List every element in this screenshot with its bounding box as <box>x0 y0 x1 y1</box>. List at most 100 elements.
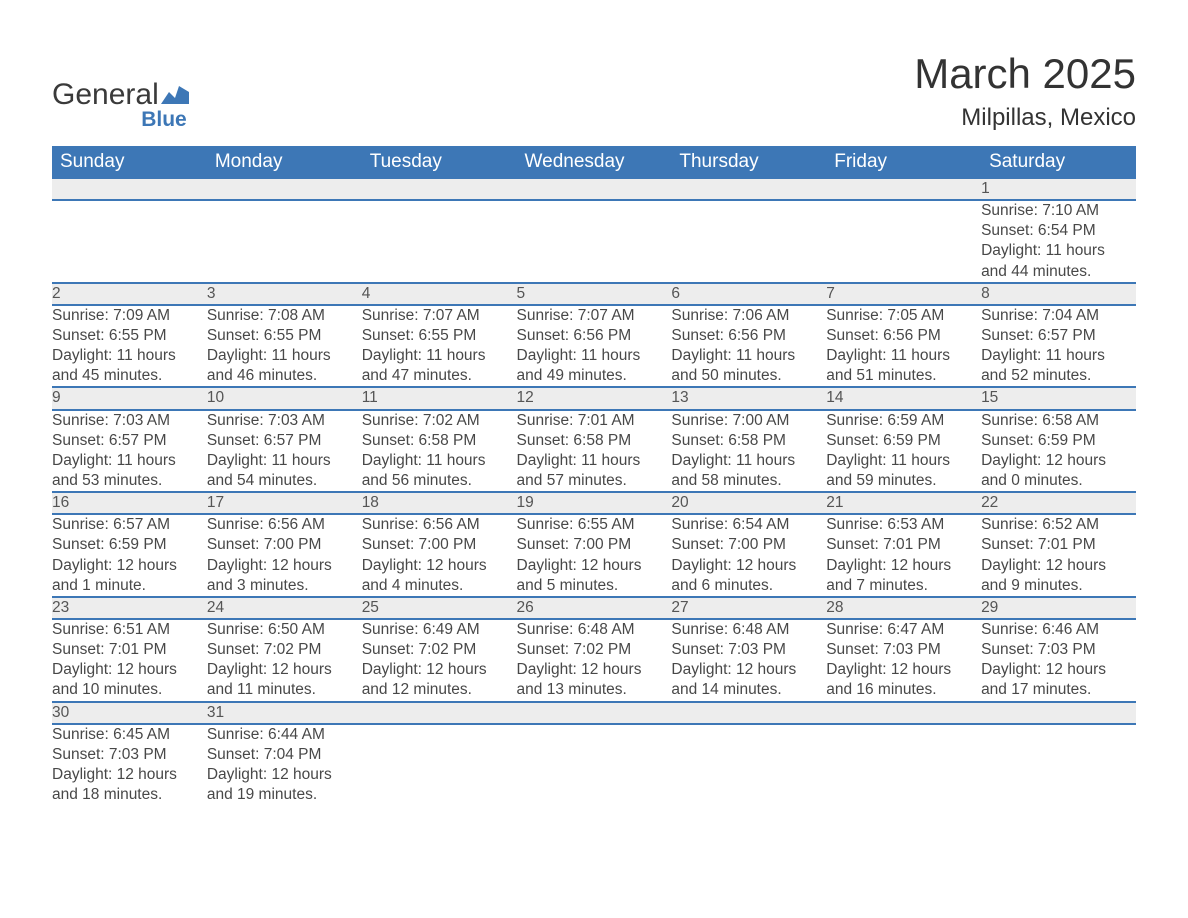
day-number-cell: 21 <box>826 492 981 514</box>
day-number-cell: 23 <box>52 597 207 619</box>
sunset-text: Sunset: 7:02 PM <box>517 640 672 660</box>
day-number-cell: 28 <box>826 597 981 619</box>
daylight-text-1: Daylight: 11 hours <box>52 451 207 471</box>
sunrise-text: Sunrise: 6:55 AM <box>517 515 672 535</box>
sunset-text: Sunset: 6:54 PM <box>981 221 1136 241</box>
day-detail-cell <box>671 200 826 283</box>
sunset-text: Sunset: 7:03 PM <box>826 640 981 660</box>
daylight-text-2: and 59 minutes. <box>826 471 981 491</box>
detail-row: Sunrise: 6:57 AMSunset: 6:59 PMDaylight:… <box>52 514 1136 597</box>
day-detail-cell: Sunrise: 7:00 AMSunset: 6:58 PMDaylight:… <box>671 410 826 493</box>
daylight-text-1: Daylight: 11 hours <box>826 346 981 366</box>
sunrise-text: Sunrise: 6:47 AM <box>826 620 981 640</box>
header: General Blue March 2025 Milpillas, Mexic… <box>52 50 1136 132</box>
day-number-cell: 17 <box>207 492 362 514</box>
day-number-cell: 14 <box>826 387 981 409</box>
daylight-text-1: Daylight: 12 hours <box>826 556 981 576</box>
daylight-text-2: and 3 minutes. <box>207 576 362 596</box>
day-header: Tuesday <box>362 146 517 179</box>
daylight-text-1: Daylight: 12 hours <box>362 660 517 680</box>
day-detail-cell: Sunrise: 6:48 AMSunset: 7:03 PMDaylight:… <box>671 619 826 702</box>
sunset-text: Sunset: 7:03 PM <box>671 640 826 660</box>
detail-row: Sunrise: 7:10 AMSunset: 6:54 PMDaylight:… <box>52 200 1136 283</box>
sunset-text: Sunset: 7:01 PM <box>826 535 981 555</box>
day-number-cell: 27 <box>671 597 826 619</box>
daylight-text-2: and 1 minute. <box>52 576 207 596</box>
daylight-text-2: and 7 minutes. <box>826 576 981 596</box>
day-header-row: Sunday Monday Tuesday Wednesday Thursday… <box>52 146 1136 179</box>
day-detail-cell: Sunrise: 6:53 AMSunset: 7:01 PMDaylight:… <box>826 514 981 597</box>
day-number-cell: 26 <box>517 597 672 619</box>
day-detail-cell: Sunrise: 6:47 AMSunset: 7:03 PMDaylight:… <box>826 619 981 702</box>
day-number-cell: 8 <box>981 283 1136 305</box>
day-detail-cell <box>826 724 981 806</box>
daylight-text-2: and 51 minutes. <box>826 366 981 386</box>
day-number-cell: 3 <box>207 283 362 305</box>
daylight-text-1: Daylight: 11 hours <box>207 451 362 471</box>
sunrise-text: Sunrise: 7:10 AM <box>981 201 1136 221</box>
sunrise-text: Sunrise: 7:03 AM <box>207 411 362 431</box>
flag-icon <box>161 86 189 109</box>
title-block: March 2025 Milpillas, Mexico <box>914 50 1136 132</box>
brand-name-2: Blue <box>52 108 189 132</box>
day-detail-cell: Sunrise: 6:51 AMSunset: 7:01 PMDaylight:… <box>52 619 207 702</box>
daylight-text-1: Daylight: 11 hours <box>517 346 672 366</box>
daylight-text-2: and 54 minutes. <box>207 471 362 491</box>
sunset-text: Sunset: 7:01 PM <box>52 640 207 660</box>
daylight-text-2: and 12 minutes. <box>362 680 517 700</box>
daylight-text-1: Daylight: 12 hours <box>671 660 826 680</box>
sunrise-text: Sunrise: 7:00 AM <box>671 411 826 431</box>
daylight-text-2: and 4 minutes. <box>362 576 517 596</box>
daylight-text-2: and 6 minutes. <box>671 576 826 596</box>
daynum-row: 1 <box>52 179 1136 200</box>
day-number-cell <box>207 179 362 200</box>
daylight-text-1: Daylight: 11 hours <box>671 346 826 366</box>
daylight-text-1: Daylight: 11 hours <box>826 451 981 471</box>
day-header: Wednesday <box>517 146 672 179</box>
sunrise-text: Sunrise: 6:56 AM <box>362 515 517 535</box>
sunrise-text: Sunrise: 6:52 AM <box>981 515 1136 535</box>
day-detail-cell: Sunrise: 6:49 AMSunset: 7:02 PMDaylight:… <box>362 619 517 702</box>
day-number-cell: 24 <box>207 597 362 619</box>
sunset-text: Sunset: 6:55 PM <box>362 326 517 346</box>
daynum-row: 9101112131415 <box>52 387 1136 409</box>
day-detail-cell <box>671 724 826 806</box>
sunset-text: Sunset: 7:00 PM <box>517 535 672 555</box>
sunset-text: Sunset: 6:58 PM <box>362 431 517 451</box>
day-detail-cell: Sunrise: 7:06 AMSunset: 6:56 PMDaylight:… <box>671 305 826 388</box>
day-detail-cell <box>826 200 981 283</box>
sunrise-text: Sunrise: 7:07 AM <box>362 306 517 326</box>
daylight-text-1: Daylight: 11 hours <box>671 451 826 471</box>
sunrise-text: Sunrise: 6:48 AM <box>671 620 826 640</box>
daylight-text-1: Daylight: 11 hours <box>517 451 672 471</box>
sunrise-text: Sunrise: 7:08 AM <box>207 306 362 326</box>
daylight-text-1: Daylight: 11 hours <box>52 346 207 366</box>
sunset-text: Sunset: 6:56 PM <box>671 326 826 346</box>
day-detail-cell: Sunrise: 6:50 AMSunset: 7:02 PMDaylight:… <box>207 619 362 702</box>
daylight-text-2: and 18 minutes. <box>52 785 207 805</box>
daynum-row: 23242526272829 <box>52 597 1136 619</box>
sunset-text: Sunset: 6:57 PM <box>981 326 1136 346</box>
daylight-text-2: and 14 minutes. <box>671 680 826 700</box>
day-header: Monday <box>207 146 362 179</box>
day-detail-cell: Sunrise: 7:08 AMSunset: 6:55 PMDaylight:… <box>207 305 362 388</box>
day-number-cell <box>826 702 981 724</box>
detail-row: Sunrise: 6:51 AMSunset: 7:01 PM Daylight:… <box>52 619 1136 702</box>
sunrise-text: Sunrise: 6:51 AM <box>52 620 207 640</box>
day-number-cell <box>52 179 207 200</box>
day-number-cell: 31 <box>207 702 362 724</box>
sunrise-text: Sunrise: 6:46 AM <box>981 620 1136 640</box>
sunrise-text: Sunrise: 6:45 AM <box>52 725 207 745</box>
daylight-text-1: Daylight: 12 hours <box>52 765 207 785</box>
day-number-cell <box>826 179 981 200</box>
daylight-text-1: Daylight: 11 hours <box>981 346 1136 366</box>
day-detail-cell: Sunrise: 7:09 AMSunset: 6:55 PMDaylight:… <box>52 305 207 388</box>
day-number-cell: 4 <box>362 283 517 305</box>
day-number-cell: 11 <box>362 387 517 409</box>
daylight-text-2: and 16 minutes. <box>826 680 981 700</box>
sunrise-text: Sunrise: 7:01 AM <box>517 411 672 431</box>
day-detail-cell: Sunrise: 7:04 AMSunset: 6:57 PMDaylight:… <box>981 305 1136 388</box>
day-number-cell <box>362 702 517 724</box>
day-number-cell: 6 <box>671 283 826 305</box>
day-header: Saturday <box>981 146 1136 179</box>
